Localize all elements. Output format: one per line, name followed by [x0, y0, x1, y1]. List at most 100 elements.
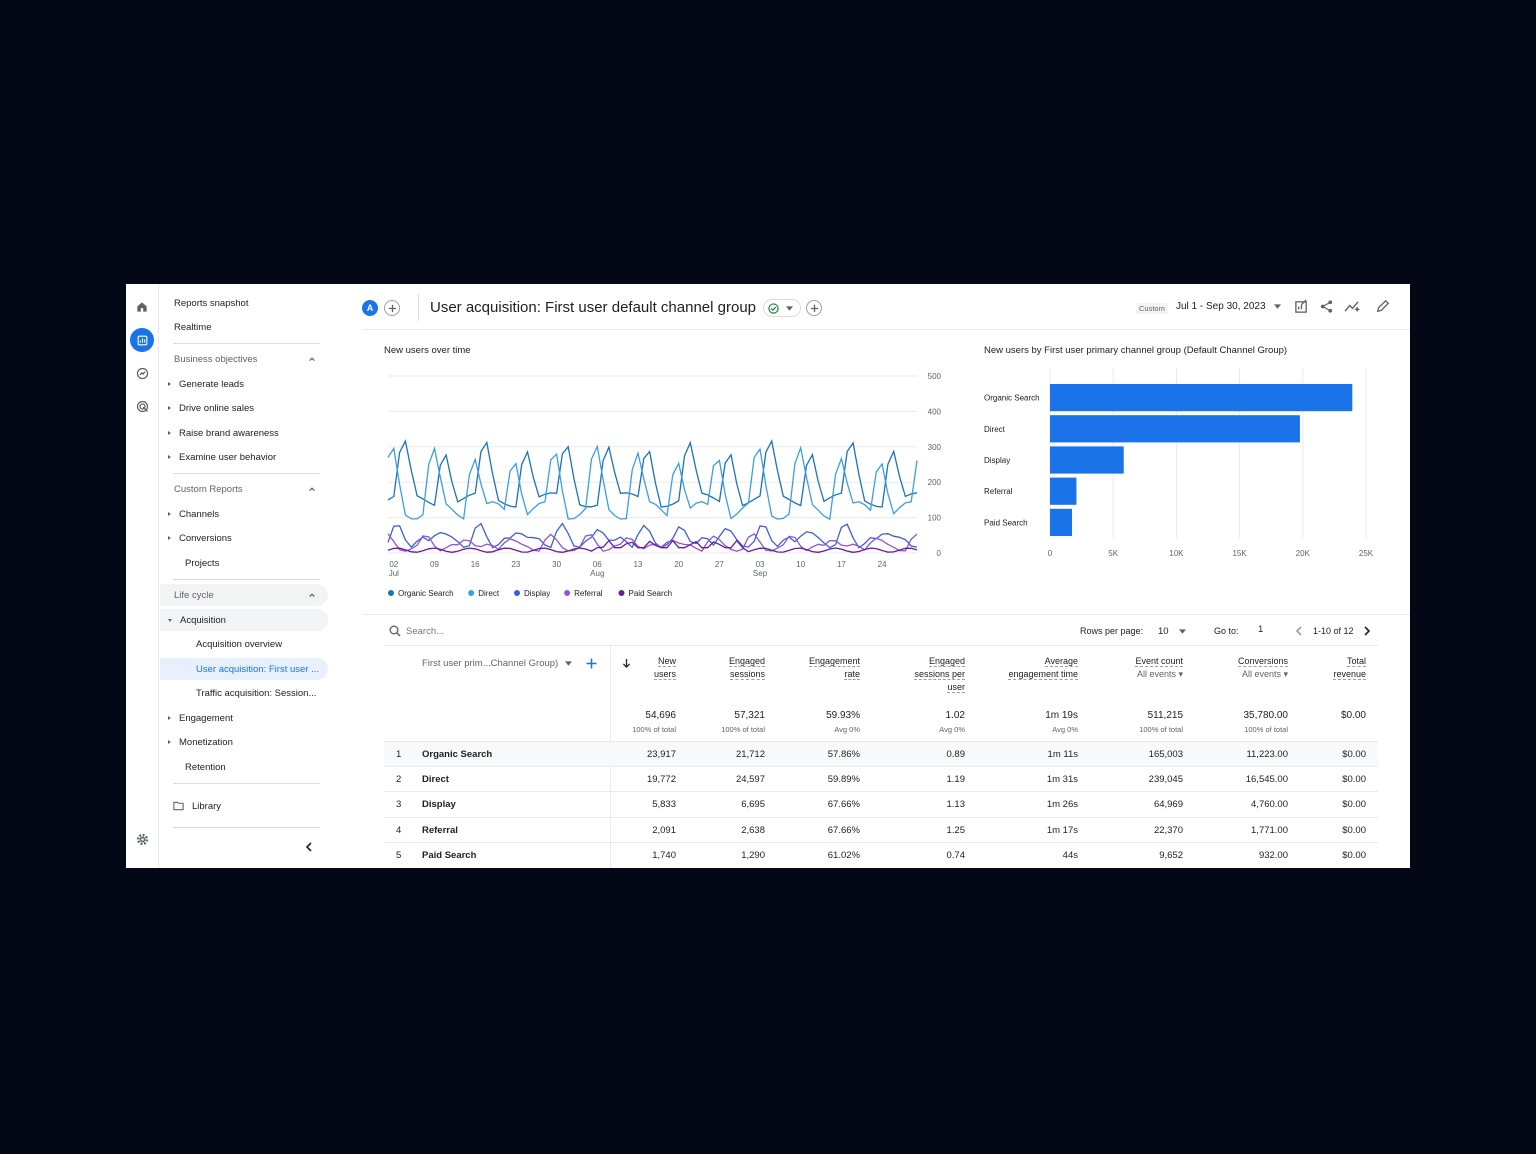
column-header[interactable]: Event count All events ▾ — [1135, 655, 1183, 681]
data-table-card: Rows per page: 10 Go to: 1 1-10 of 12 Fi… — [362, 614, 1410, 868]
column-header[interactable]: New users — [653, 655, 676, 681]
chevron-up-icon — [309, 487, 315, 492]
table-search-input[interactable] — [406, 623, 556, 639]
table-cell: 1.13 — [946, 799, 966, 811]
edit-button[interactable] — [1376, 299, 1392, 315]
add-dimension-button[interactable] — [586, 656, 598, 669]
report-main: A User acquisition: First user default c… — [362, 284, 1410, 868]
table-cell: 239,045 — [1148, 774, 1183, 786]
column-header[interactable]: Total revenue — [1333, 655, 1366, 681]
table-row[interactable]: 3 Display 5,833 6,695 67.66% 1.13 1m 26s 64,969… — [384, 791, 1378, 816]
column-header-text: sessions per — [914, 669, 965, 680]
column-header[interactable]: Engaged sessions — [728, 655, 765, 681]
nav-item-user-acquisition[interactable]: User acquisition: First user ... — [160, 658, 328, 680]
comparison-avatar[interactable]: A — [362, 300, 378, 316]
nav-section-life-cycle[interactable]: Life cycle — [160, 584, 328, 606]
next-page-button[interactable] — [1362, 624, 1374, 638]
reports-icon[interactable] — [130, 328, 154, 352]
nav-item-raise-brand-awareness[interactable]: Raise brand awareness — [160, 422, 328, 444]
bar-paid-search[interactable] — [1050, 508, 1072, 536]
share-button[interactable] — [1319, 299, 1335, 315]
column-header-text: Event count — [1135, 656, 1183, 667]
goto-page-input[interactable]: 1 — [1258, 624, 1264, 635]
bar-chart-card: New users by First user primary channel … — [972, 330, 1392, 600]
nav-item-retention[interactable]: Retention — [185, 761, 226, 773]
title-status-dropdown[interactable] — [763, 299, 801, 317]
dimension-selector[interactable]: First user prim...Channel Group) — [422, 658, 573, 669]
table-cell: $0.00 — [1342, 849, 1366, 861]
legend-swatch — [618, 590, 625, 596]
bar-display[interactable] — [1050, 446, 1124, 474]
settings-gear-icon[interactable] — [130, 827, 154, 851]
table-cell: 16,545.00 — [1245, 774, 1288, 786]
bar-organic-search[interactable] — [1050, 384, 1353, 412]
nav-item-monetization[interactable]: Monetization — [160, 731, 328, 753]
column-header[interactable]: Engagement rate — [808, 655, 860, 681]
column-header-text: revenue — [1333, 669, 1366, 680]
add-filter-button[interactable] — [806, 300, 822, 316]
nav-item-traffic-acquisition[interactable]: Traffic acquisition: Session... — [196, 687, 317, 699]
column-header[interactable]: Engaged sessions per user — [914, 655, 965, 694]
column-header[interactable]: Average engagement time — [1008, 655, 1078, 681]
nav-reports-snapshot[interactable]: Reports snapshot — [174, 297, 249, 309]
nav-item-acquisition[interactable]: Acquisition — [160, 609, 328, 631]
total-cell: 1m 19s Avg 0% — [1045, 710, 1078, 734]
column-header[interactable]: Conversions All events ▾ — [1237, 655, 1288, 681]
column-header-text: sessions — [729, 669, 765, 680]
previous-page-button[interactable] — [1294, 624, 1306, 638]
explore-icon[interactable] — [130, 361, 154, 385]
row-index: 5 — [396, 849, 402, 861]
nav-section-business-objectives[interactable]: Business objectives — [160, 348, 328, 370]
nav-item-channels[interactable]: Channels — [160, 503, 328, 525]
plus-icon — [586, 658, 597, 669]
home-icon[interactable] — [130, 295, 154, 319]
rows-per-page-select[interactable]: 10 — [1158, 624, 1192, 638]
table-cell: 1,740 — [652, 849, 676, 861]
nav-section-custom-reports[interactable]: Custom Reports — [160, 478, 328, 500]
column-header-text: Engaged — [728, 656, 765, 667]
nav-item-examine-user-behavior[interactable]: Examine user behavior — [160, 446, 328, 468]
sort-button[interactable] — [622, 656, 632, 668]
date-range-picker[interactable]: Jul 1 - Sep 30, 2023 — [1176, 301, 1282, 312]
advertising-icon[interactable] — [130, 394, 154, 418]
rows-per-page-value: 10 — [1158, 625, 1169, 637]
total-value: 59.93% — [826, 710, 860, 721]
x-tick-label: 09 — [430, 560, 439, 569]
nav-divider — [173, 343, 320, 344]
reports-navigation: Reports snapshot Realtime Business objec… — [160, 284, 328, 868]
nav-item-generate-leads[interactable]: Generate leads — [160, 373, 328, 395]
nav-item-label: Engagement — [179, 712, 233, 724]
nav-item-drive-online-sales[interactable]: Drive online sales — [160, 397, 328, 419]
nav-divider — [173, 473, 320, 474]
nav-item-projects[interactable]: Projects — [185, 557, 220, 569]
nav-item-acquisition-overview[interactable]: Acquisition overview — [196, 638, 283, 650]
bar-direct[interactable] — [1050, 415, 1300, 443]
insights-button[interactable] — [1344, 299, 1362, 315]
customize-report-button[interactable] — [1294, 299, 1310, 315]
category-label: Display — [984, 456, 1010, 465]
x-tick-label: 5K — [1108, 549, 1118, 558]
nav-item-conversions[interactable]: Conversions — [160, 527, 328, 549]
table-row[interactable]: 1 Organic Search 23,917 21,712 57.86% 0.89 1m … — [384, 741, 1378, 766]
row-index: 2 — [396, 774, 402, 786]
category-label: Referral — [984, 487, 1013, 496]
table-row[interactable]: 5 Paid Search 1,740 1,290 61.02% 0.74 44s 9,652… — [384, 841, 1378, 867]
nav-item-library[interactable]: Library — [160, 795, 328, 817]
table-row[interactable]: 4 Referral 2,091 2,638 67.66% 1.25 1m 17s 22,37… — [384, 816, 1378, 842]
check-circle-icon — [768, 302, 779, 314]
chevron-right-icon — [1364, 626, 1371, 636]
table-cell: 1.19 — [946, 774, 966, 786]
total-sub: Avg 0% — [939, 725, 965, 734]
add-comparison-button[interactable] — [384, 300, 400, 316]
rows-per-page-label: Rows per page: — [1080, 626, 1144, 636]
bar-referral[interactable] — [1050, 477, 1077, 505]
x-tick-label: 10K — [1169, 549, 1184, 558]
collapse-nav-button[interactable] — [302, 840, 318, 856]
table-cell: 0.74 — [946, 849, 966, 861]
total-value: $0.00 — [1340, 710, 1366, 721]
column-header-sub: All events ▾ — [1136, 669, 1183, 679]
nav-item-engagement[interactable]: Engagement — [160, 707, 328, 729]
insights-icon — [1344, 301, 1360, 313]
nav-realtime[interactable]: Realtime — [174, 321, 212, 333]
table-row[interactable]: 2 Direct 19,772 24,597 59.89% 1.19 1m 31s 239,0… — [384, 766, 1378, 791]
